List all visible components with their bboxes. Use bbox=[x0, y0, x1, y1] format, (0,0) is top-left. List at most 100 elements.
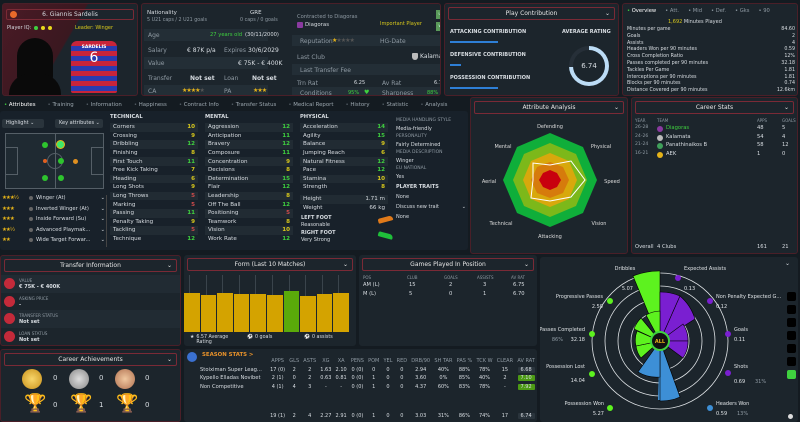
attribute-row: Anticipation 11 bbox=[205, 132, 293, 141]
form-bar[interactable] bbox=[184, 293, 200, 332]
svg-text:Possession Lost: Possession Lost bbox=[546, 364, 585, 370]
unhappy-button[interactable]: Unh bbox=[436, 10, 440, 19]
tab-transfer-status[interactable]: Transfer Status bbox=[231, 102, 277, 108]
attribute-analysis-dropdown[interactable]: Attribute Analysis ⌄ bbox=[474, 101, 624, 114]
form-bar[interactable] bbox=[316, 294, 333, 332]
key-attributes-dropdown[interactable]: Key attributes ⌄ bbox=[55, 119, 103, 128]
tab-att[interactable]: • Att. bbox=[665, 8, 680, 14]
career-row[interactable]: 16-21 AEK 1 0 bbox=[635, 150, 786, 158]
svg-text:0.59: 0.59 bbox=[716, 411, 727, 417]
discuss-trait-dropdown[interactable]: Discuss new trait ⌄ bbox=[396, 204, 466, 210]
tab-mid[interactable]: • Mid bbox=[688, 8, 702, 14]
tab-training[interactable]: Training bbox=[48, 102, 73, 108]
form-dropdown[interactable]: Form (Last 10 Matches) ⌄ bbox=[187, 258, 353, 271]
player-role: Leader: Winger bbox=[75, 25, 114, 31]
filter-icon-6[interactable] bbox=[787, 357, 796, 366]
attribute-value: 12 bbox=[282, 124, 290, 131]
role-row[interactable]: ★★★½ Winger (At) ⌄ bbox=[2, 193, 105, 204]
role-stars: ★★★ bbox=[2, 216, 15, 223]
form-bar[interactable] bbox=[233, 294, 250, 332]
highlight-dropdown[interactable]: Highlight ⌄ bbox=[2, 119, 44, 128]
filter-icon-1[interactable] bbox=[787, 292, 796, 301]
role-info-icon bbox=[29, 206, 33, 211]
season-stats-link[interactable]: SEASON STATS > bbox=[202, 352, 254, 358]
form-bar[interactable] bbox=[283, 291, 300, 332]
attribute-name: Corners bbox=[113, 124, 135, 131]
form-bar[interactable] bbox=[333, 293, 349, 332]
wanted-button[interactable]: Wnt bbox=[436, 22, 440, 31]
chevron-down-icon: ⌄ bbox=[342, 261, 348, 268]
tab-information[interactable]: Information bbox=[86, 102, 122, 108]
career-achievements-dropdown[interactable]: Career Achievements ⌄ bbox=[4, 353, 177, 366]
attribute-name: Anticipation bbox=[208, 132, 242, 139]
role-row[interactable]: ★★★ Inverted Winger (At) ⌄ bbox=[2, 204, 105, 215]
season-stats-row[interactable]: Non Competitive 4 (1) 4 3- -0 (0) 1 0 0 4.37 60% 8… bbox=[198, 383, 537, 392]
filter-icon-all-active[interactable] bbox=[787, 370, 796, 379]
career-row[interactable]: 21-24 Panathinaikos B 58 12 bbox=[635, 142, 789, 150]
attribute-value: 11 bbox=[282, 132, 290, 139]
role-row[interactable]: ★★½ Advanced Playmak... ⌄ bbox=[2, 225, 105, 236]
last-club-value[interactable]: Kalamata bbox=[420, 53, 440, 60]
svg-text:0.13: 0.13 bbox=[684, 286, 695, 292]
tab-contract-info[interactable]: Contract Info bbox=[179, 102, 219, 108]
pa-label: PA bbox=[224, 88, 232, 95]
role-row[interactable]: ★★★ Inside Forward (Su) ⌄ bbox=[2, 214, 105, 225]
right-foot-label: RIGHT FOOT bbox=[301, 230, 336, 236]
svg-text:Defending: Defending bbox=[537, 124, 563, 130]
tab-medical-report[interactable]: Medical Report bbox=[288, 102, 333, 108]
chevron-down-icon[interactable]: ⌄ bbox=[785, 260, 791, 267]
tab-happiness[interactable]: Happiness bbox=[134, 102, 167, 108]
form-bar[interactable] bbox=[200, 295, 217, 332]
attribute-value: 8 bbox=[286, 218, 290, 225]
attribute-row: Penalty Taking 9 bbox=[110, 218, 198, 227]
ca-label: CA bbox=[148, 88, 157, 95]
tab-overview[interactable]: • Overview bbox=[627, 8, 657, 14]
filter-icon-4[interactable] bbox=[787, 331, 796, 340]
attribute-name: Acceleration bbox=[303, 124, 338, 131]
tab-history[interactable]: History bbox=[345, 102, 369, 108]
form-bar[interactable] bbox=[267, 295, 283, 332]
form-bar[interactable] bbox=[250, 294, 266, 332]
tab-analysis[interactable]: Analysis bbox=[420, 102, 447, 108]
role-info-icon bbox=[29, 238, 33, 243]
season-stats-row[interactable]: Kypello Elladas Novibet 2 (1) 0 2 0.63 0.81 0 … bbox=[198, 374, 537, 383]
attribute-value: 14 bbox=[377, 124, 385, 131]
career-row[interactable]: 24-26 Kalamata 54 4 bbox=[635, 133, 786, 141]
filter-icon-2[interactable] bbox=[787, 305, 796, 314]
tab-gks[interactable]: • Gks bbox=[735, 8, 750, 14]
attribute-analysis-panel: Attribute Analysis ⌄ Defending Physical S… bbox=[470, 97, 628, 254]
form-panel: Form (Last 10 Matches) ⌄ ★ 6.57 Average Ra… bbox=[184, 255, 356, 346]
attribute-row: Crossing 9 bbox=[110, 132, 198, 141]
filter-icon-3[interactable] bbox=[787, 318, 796, 327]
tab-90[interactable]: • 90 bbox=[758, 8, 770, 14]
career-stats-dropdown[interactable]: Career Stats ⌄ bbox=[635, 101, 794, 114]
career-row[interactable]: 26-28 Diagoras 48 5 bbox=[635, 125, 786, 132]
loan-value: Not set bbox=[252, 75, 277, 82]
player-iq-label: Player IQ: bbox=[7, 25, 32, 31]
tab-statistic[interactable]: Statistic bbox=[382, 102, 408, 108]
season-stats-row[interactable]: Stoiximan Super Leag... 17 (0) 2 2 1.63 2.10 0… bbox=[198, 366, 537, 375]
form-bar[interactable] bbox=[300, 296, 316, 332]
transfer-info-icon bbox=[4, 278, 15, 289]
info-icon[interactable] bbox=[788, 414, 793, 419]
filter-icon-5[interactable] bbox=[787, 344, 796, 353]
svg-text:0.11: 0.11 bbox=[734, 337, 745, 343]
transfer-info-row: VALUE € 75K - € 400K bbox=[1, 275, 180, 293]
tab-attributes[interactable]: Attributes bbox=[4, 102, 36, 108]
svg-text:Physical: Physical bbox=[591, 144, 611, 150]
possession-contribution-bar bbox=[450, 87, 498, 89]
player-name-box[interactable]: 6. Giannis Sardelis bbox=[6, 9, 134, 20]
form-bar[interactable] bbox=[217, 293, 233, 332]
contract-club[interactable]: Diagoras bbox=[305, 22, 329, 28]
play-contribution-dropdown[interactable]: Play Contribution ⌄ bbox=[448, 7, 615, 20]
diagoras-badge-icon bbox=[297, 22, 303, 28]
media-description-label: MEDIA DESCRIPTION bbox=[396, 150, 443, 155]
role-row[interactable]: ★★ Wide Target Forwar... ⌄ bbox=[2, 235, 105, 246]
defensive-contribution-label: DEFENSIVE CONTRIBUTION bbox=[450, 52, 526, 58]
attribute-row: Composure 11 bbox=[205, 149, 293, 158]
shirt-icon: SARDELIS 6 bbox=[71, 41, 117, 93]
positions-dropdown[interactable]: Games Played In Position ⌄ bbox=[362, 258, 534, 271]
position-row: AM (L) 15 2 3 6.75 bbox=[363, 282, 525, 288]
tab-def[interactable]: • Def. bbox=[711, 8, 727, 14]
transfer-information-dropdown[interactable]: Transfer Information ⌄ bbox=[4, 259, 177, 272]
